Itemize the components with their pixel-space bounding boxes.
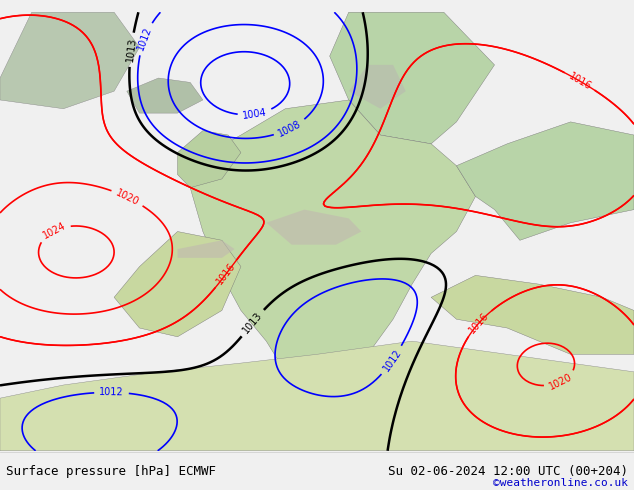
Text: 1008: 1008	[276, 119, 303, 139]
Polygon shape	[0, 12, 139, 109]
Text: 1016: 1016	[467, 311, 491, 336]
Polygon shape	[127, 78, 203, 113]
Text: 1020: 1020	[114, 188, 141, 207]
Polygon shape	[266, 210, 361, 245]
Polygon shape	[114, 232, 241, 337]
Polygon shape	[178, 131, 241, 188]
Text: 1004: 1004	[242, 107, 268, 121]
Text: ©weatheronline.co.uk: ©weatheronline.co.uk	[493, 478, 628, 488]
Text: Surface pressure [hPa] ECMWF: Surface pressure [hPa] ECMWF	[6, 465, 216, 478]
Text: 1012: 1012	[381, 347, 403, 373]
Text: 1012: 1012	[136, 25, 153, 52]
Text: 1013: 1013	[241, 310, 264, 336]
Text: 1013: 1013	[124, 37, 138, 63]
Text: Su 02-06-2024 12:00 UTC (00+204): Su 02-06-2024 12:00 UTC (00+204)	[387, 465, 628, 478]
Text: 1016: 1016	[567, 71, 593, 92]
Polygon shape	[431, 275, 634, 354]
Polygon shape	[178, 240, 235, 258]
Text: 1012: 1012	[99, 387, 124, 397]
Polygon shape	[330, 12, 495, 144]
Text: 1020: 1020	[548, 372, 574, 392]
Polygon shape	[456, 122, 634, 240]
Polygon shape	[0, 341, 634, 451]
Text: 1016: 1016	[215, 261, 238, 287]
Text: 1024: 1024	[41, 221, 67, 241]
Polygon shape	[190, 100, 476, 385]
Polygon shape	[349, 65, 406, 109]
